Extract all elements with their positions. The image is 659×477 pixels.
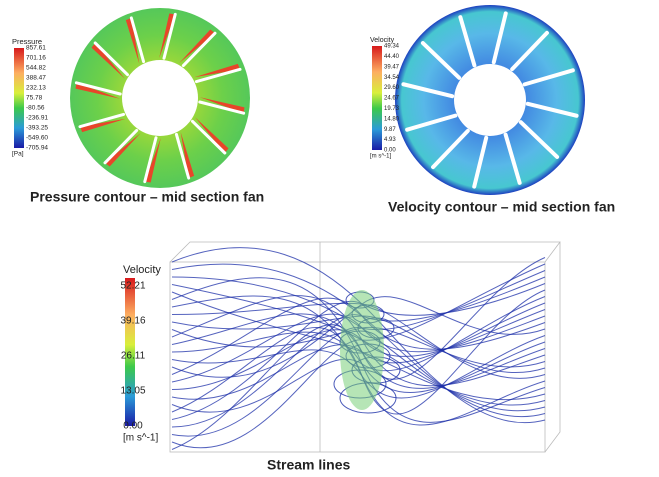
legend-value: 52.21 — [120, 281, 145, 292]
legend-value: -705.94 — [26, 145, 48, 152]
caption: Pressure contour – mid section fan — [30, 189, 264, 205]
legend-value: 24.67 — [384, 96, 400, 102]
legend-unit: [Pa] — [12, 151, 24, 158]
legend-value: 544.82 — [26, 65, 46, 72]
velocity-panel: Velocity contour – mid section fan Veloc… — [370, 5, 615, 215]
legend-value: 44.40 — [384, 54, 400, 60]
legend-value: 19.73 — [384, 106, 400, 112]
legend-unit: [m s^-1] — [370, 154, 391, 160]
legend-value: 39.16 — [120, 316, 145, 327]
legend-value: -393.25 — [26, 125, 48, 132]
caption: Stream lines — [267, 457, 350, 473]
colorbar — [14, 48, 24, 148]
legend-value: 857.61 — [26, 45, 46, 52]
legend-value: 13.05 — [120, 386, 145, 397]
legend-value: -236.91 — [26, 115, 48, 122]
legend-value: 34.54 — [384, 75, 400, 81]
figure: Pressure contour – mid section fan Press… — [0, 0, 659, 477]
caption: Velocity contour – mid section fan — [388, 199, 615, 215]
hub — [122, 60, 198, 136]
legend-value: 26.11 — [121, 351, 146, 362]
pressure-panel: Pressure contour – mid section fan Press… — [12, 8, 264, 205]
legend-value: 29.60 — [384, 85, 400, 91]
fan-region — [340, 290, 384, 410]
legend-value: 14.80 — [384, 116, 400, 122]
legend-value: 388.47 — [26, 75, 46, 82]
legend-value: 9.87 — [384, 127, 396, 133]
legend-unit: [m s^-1] — [123, 433, 158, 444]
legend-value: 0.00 — [123, 421, 143, 432]
legend-value: 49.34 — [384, 44, 400, 50]
legend-value: 39.47 — [384, 64, 400, 70]
legend-value: -549.60 — [26, 135, 48, 142]
legend-value: -80.56 — [26, 105, 45, 112]
legend-value: 232.13 — [26, 85, 46, 92]
legend-value: 75.78 — [26, 95, 43, 102]
streamline-panel: Stream lines Velocity 52.21 39.16 26.11 13.0… — [120, 242, 560, 473]
colorbar — [372, 46, 382, 150]
legend-value: 701.16 — [26, 55, 46, 62]
legend-value: 4.93 — [384, 137, 396, 143]
legend-title: Velocity — [123, 264, 161, 276]
hub — [454, 64, 526, 136]
